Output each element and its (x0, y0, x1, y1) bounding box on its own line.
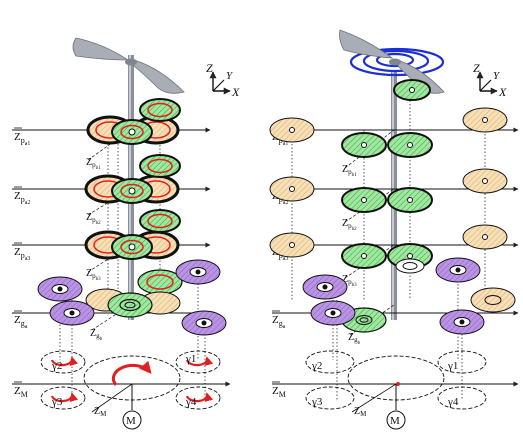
level-label-pa3: Zpa3 (14, 246, 30, 262)
gear-stack-left (84, 98, 183, 318)
inner-label-pb3: Zpb3 (86, 268, 101, 282)
svg-text:γ3: γ3 (311, 396, 323, 408)
level-label-pa1: Zpa1 (14, 131, 30, 147)
gamma-2-left: γ2 (51, 360, 62, 372)
svg-text:Zpb3: Zpb3 (342, 274, 357, 288)
svg-text:γ1: γ1 (447, 360, 458, 372)
inner-label-pb2: Zpb2 (86, 212, 101, 226)
level-label-pa2: Zpa2 (14, 190, 30, 206)
svg-text:Zpb1: Zpb1 (342, 164, 357, 178)
purple-gears-right (302, 257, 485, 335)
gear-disc (139, 154, 181, 178)
motor-label-left: M (126, 415, 136, 427)
axis-y-label: Y (493, 70, 501, 82)
axis-y-label: Y (226, 70, 234, 82)
motor-symbol (386, 410, 406, 430)
gamma-4-left: γ4 (185, 396, 197, 408)
motor-label-right: M (390, 415, 400, 427)
axis-x-label: X (231, 85, 240, 99)
inner-label-pb1: Zpb1 (86, 157, 101, 171)
inner-label-gb: Zgb (90, 328, 103, 342)
gear-stack-right (269, 79, 516, 333)
svg-text:Zga: Zga (272, 314, 286, 330)
propeller-icon (339, 29, 445, 94)
propeller-icon (72, 37, 185, 94)
axis-triad-left: Z Y X (206, 61, 240, 99)
svg-text:γ4: γ4 (447, 396, 459, 408)
zm-diag-left: ZM (94, 406, 107, 418)
gear-disc (137, 269, 183, 295)
svg-text:ZM: ZM (272, 385, 286, 399)
gamma-3-left: γ3 (51, 396, 63, 408)
gear-disc (139, 209, 181, 233)
axis-z-label: Z (473, 61, 480, 75)
axis-x-label: X (498, 85, 507, 99)
right-panel: Z Y X Zpa1 Zpa2 Zpa3 Zga ZM (269, 29, 519, 430)
svg-text:Zgb: Zgb (348, 332, 361, 346)
motor-symbol (122, 410, 142, 430)
gear-disc (107, 292, 153, 318)
axis-z-label: Z (206, 61, 213, 75)
gear-disc (139, 98, 181, 122)
motor-circles-right (305, 350, 487, 410)
level-label-m: ZM (14, 385, 28, 399)
level-labels: Zpa1 Zpa2 Zpa3 Zga ZM (14, 131, 30, 399)
svg-text:γ2: γ2 (311, 360, 322, 372)
level-label-ga: Zga (14, 314, 28, 330)
left-panel: Z Y X Zpa1 Zpa2 Zpa3 Zga ZM (12, 37, 240, 430)
spring-icon (349, 47, 445, 77)
svg-text:ZM: ZM (354, 406, 367, 418)
axis-triad-right: Z Y X (473, 61, 507, 99)
purple-gears-left (37, 259, 227, 336)
level-labels: Zpa1 Zpa2 Zpa3 Zga ZM (272, 131, 288, 399)
svg-text:Zpb2: Zpb2 (342, 218, 357, 232)
gamma-1-left: γ1 (185, 353, 196, 365)
